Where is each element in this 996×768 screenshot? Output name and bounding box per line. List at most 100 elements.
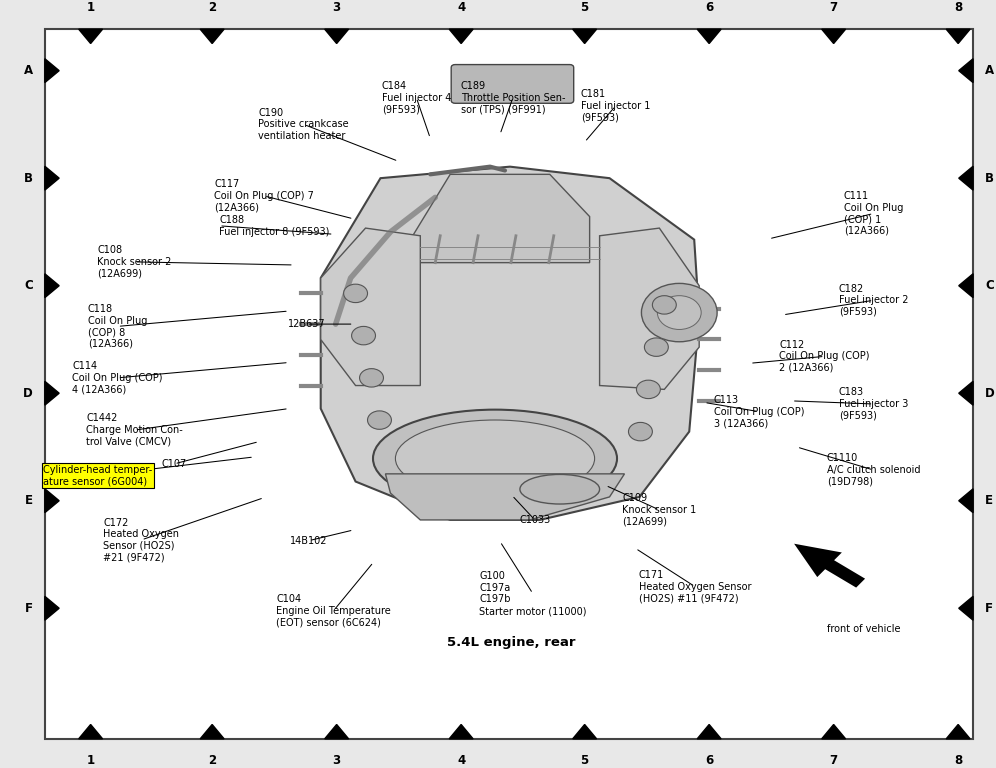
Text: F: F [25, 602, 33, 614]
Polygon shape [959, 381, 973, 406]
Text: C184
Fuel injector 4
(9F593): C184 Fuel injector 4 (9F593) [381, 81, 451, 114]
Circle shape [652, 296, 676, 314]
Text: A: A [985, 65, 994, 77]
Text: D: D [23, 387, 33, 399]
Text: 5: 5 [581, 1, 589, 14]
Text: 1: 1 [87, 754, 95, 767]
Polygon shape [697, 724, 721, 739]
Text: C114
Coil On Plug (COP)
4 (12A366): C114 Coil On Plug (COP) 4 (12A366) [73, 361, 162, 395]
Polygon shape [200, 724, 224, 739]
Text: C: C [24, 280, 33, 292]
Text: C113
Coil On Plug (COP)
3 (12A366): C113 Coil On Plug (COP) 3 (12A366) [714, 395, 804, 429]
Text: C183
Fuel injector 3
(9F593): C183 Fuel injector 3 (9F593) [839, 387, 908, 421]
Ellipse shape [374, 409, 617, 508]
Text: B: B [24, 172, 33, 184]
Text: C117
Coil On Plug (COP) 7
(12A366): C117 Coil On Plug (COP) 7 (12A366) [214, 179, 314, 213]
Polygon shape [325, 29, 349, 44]
Text: A: A [24, 65, 33, 77]
Circle shape [352, 326, 375, 345]
Polygon shape [959, 166, 973, 190]
Text: C182
Fuel injector 2
(9F593): C182 Fuel injector 2 (9F593) [839, 283, 908, 317]
Polygon shape [959, 488, 973, 513]
Text: C107: C107 [161, 458, 187, 469]
Polygon shape [822, 29, 846, 44]
Polygon shape [946, 29, 970, 44]
Polygon shape [45, 488, 59, 513]
Polygon shape [45, 381, 59, 406]
Text: 12B637: 12B637 [288, 319, 326, 329]
Circle shape [636, 380, 660, 399]
Circle shape [360, 369, 383, 387]
Polygon shape [959, 58, 973, 83]
Polygon shape [325, 724, 349, 739]
Text: C108
Knock sensor 2
(12A699): C108 Knock sensor 2 (12A699) [98, 245, 171, 279]
Polygon shape [45, 58, 59, 83]
Polygon shape [410, 174, 590, 263]
Polygon shape [45, 166, 59, 190]
Text: E: E [985, 495, 993, 507]
Text: E: E [25, 495, 33, 507]
Polygon shape [45, 596, 59, 621]
Polygon shape [321, 228, 420, 386]
Text: F: F [985, 602, 993, 614]
Text: C189
Throttle Position Sen-
sor (TPS) (9F991): C189 Throttle Position Sen- sor (TPS) (9… [461, 81, 565, 114]
Text: 7: 7 [830, 754, 838, 767]
Text: C118
Coil On Plug
(COP) 8
(12A366): C118 Coil On Plug (COP) 8 (12A366) [88, 304, 147, 349]
Text: C: C [985, 280, 994, 292]
Circle shape [628, 422, 652, 441]
Text: 4: 4 [457, 1, 465, 14]
FancyBboxPatch shape [451, 65, 574, 103]
Ellipse shape [395, 420, 595, 497]
Polygon shape [959, 596, 973, 621]
Text: 5.4L engine, rear: 5.4L engine, rear [446, 637, 576, 649]
Text: C111
Coil On Plug
(COP) 1
(12A366): C111 Coil On Plug (COP) 1 (12A366) [844, 191, 903, 236]
Text: C1110
A/C clutch solenoid
(19D798): C1110 A/C clutch solenoid (19D798) [827, 453, 920, 487]
Polygon shape [45, 273, 59, 298]
Text: C104
Engine Oil Temperature
(EOT) sensor (6C624): C104 Engine Oil Temperature (EOT) sensor… [276, 594, 391, 627]
Polygon shape [449, 724, 473, 739]
Text: 7: 7 [830, 1, 838, 14]
Text: 14B102: 14B102 [290, 535, 328, 546]
Text: 2: 2 [208, 1, 216, 14]
Circle shape [368, 411, 391, 429]
Text: 6: 6 [705, 1, 713, 14]
Text: 6: 6 [705, 754, 713, 767]
Text: 8: 8 [954, 754, 962, 767]
Polygon shape [822, 724, 846, 739]
Polygon shape [449, 29, 473, 44]
Text: C112
Coil On Plug (COP)
2 (12A366): C112 Coil On Plug (COP) 2 (12A366) [780, 339, 870, 373]
Text: C109
Knock sensor 1
(12A699): C109 Knock sensor 1 (12A699) [622, 493, 696, 527]
Text: front of vehicle: front of vehicle [827, 624, 900, 634]
Polygon shape [79, 29, 103, 44]
Text: G100
C197a
C197b
Starter motor (11000): G100 C197a C197b Starter motor (11000) [479, 571, 587, 616]
Circle shape [641, 283, 717, 342]
Text: 1: 1 [87, 1, 95, 14]
Circle shape [344, 284, 368, 303]
Text: C188
Fuel injector 8 (9F593): C188 Fuel injector 8 (9F593) [219, 215, 330, 237]
Polygon shape [946, 724, 970, 739]
Text: 2: 2 [208, 754, 216, 767]
Polygon shape [321, 167, 699, 520]
Polygon shape [959, 273, 973, 298]
Text: 4: 4 [457, 754, 465, 767]
Text: Cylinder-head temper-
ature sensor (6G004): Cylinder-head temper- ature sensor (6G00… [43, 465, 152, 486]
Text: C171
Heated Oxygen Sensor
(HO2S) #11 (9F472): C171 Heated Oxygen Sensor (HO2S) #11 (9F… [639, 570, 751, 604]
Circle shape [657, 296, 701, 329]
Polygon shape [385, 474, 624, 520]
Text: 3: 3 [333, 1, 341, 14]
Polygon shape [600, 228, 699, 389]
Text: C1442
Charge Motion Con-
trol Valve (CMCV): C1442 Charge Motion Con- trol Valve (CMC… [86, 413, 183, 447]
Polygon shape [573, 29, 597, 44]
Text: C181
Fuel injector 1
(9F593): C181 Fuel injector 1 (9F593) [581, 89, 650, 123]
Text: C172
Heated Oxygen
Sensor (HO2S)
#21 (9F472): C172 Heated Oxygen Sensor (HO2S) #21 (9F… [104, 518, 179, 562]
Polygon shape [792, 542, 867, 589]
Polygon shape [200, 29, 224, 44]
Text: 3: 3 [333, 754, 341, 767]
Text: C1033: C1033 [519, 515, 551, 525]
Text: 8: 8 [954, 1, 962, 14]
Polygon shape [573, 724, 597, 739]
Polygon shape [79, 724, 103, 739]
Ellipse shape [520, 475, 600, 504]
Text: D: D [985, 387, 995, 399]
Polygon shape [697, 29, 721, 44]
